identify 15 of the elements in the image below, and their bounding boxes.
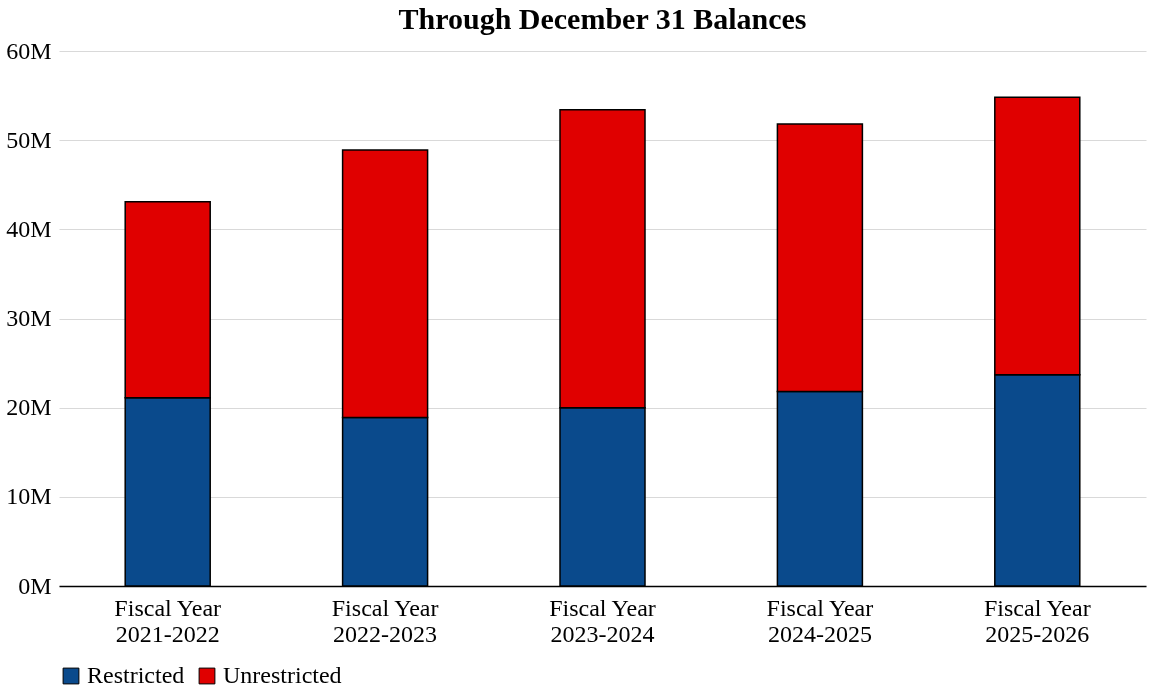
legend-label: Restricted <box>87 662 185 688</box>
y-tick-label: 50M <box>6 126 52 153</box>
y-tick-label: 40M <box>6 215 52 242</box>
legend-label: Unrestricted <box>223 662 342 688</box>
y-tick-label: 10M <box>6 483 52 510</box>
x-tick-label: Fiscal Year 2024-2025 <box>766 594 874 647</box>
chart-title: Through December 31 Balances <box>398 2 807 35</box>
x-tick-label: Fiscal Year 2023-2024 <box>549 594 656 647</box>
y-tick-label: 20M <box>6 394 52 421</box>
y-tick-label: 60M <box>6 37 52 64</box>
y-tick-label: 30M <box>6 305 52 331</box>
x-tick-label: Fiscal Year 2021-2022 <box>114 594 222 647</box>
x-tick-label: Fiscal Year 2022-2023 <box>331 594 439 647</box>
x-tick-label: Fiscal Year 2025-2026 <box>983 594 1091 647</box>
y-tick-label: 0M <box>18 572 52 599</box>
